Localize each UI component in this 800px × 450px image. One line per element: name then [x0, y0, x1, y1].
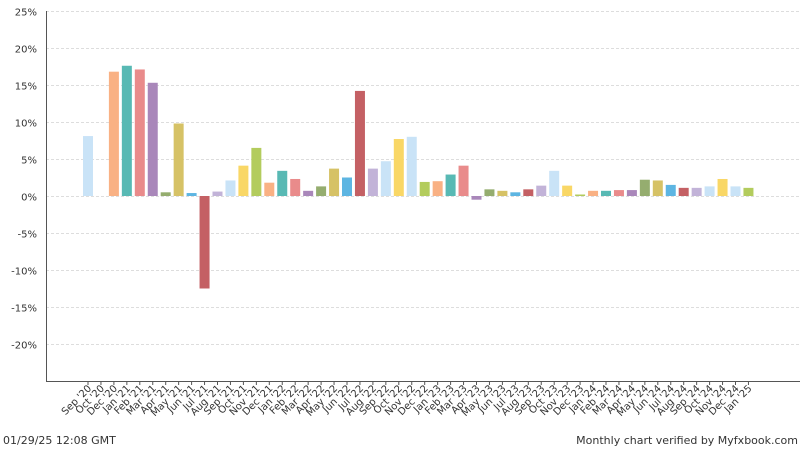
bar [290, 178, 301, 196]
bar [510, 192, 521, 196]
bar [601, 190, 611, 196]
bar [484, 189, 495, 196]
bar [134, 69, 145, 196]
bar [108, 71, 119, 196]
bar [588, 190, 599, 196]
bar [575, 194, 586, 196]
bar [251, 147, 262, 196]
bar [536, 185, 547, 196]
bar [277, 170, 288, 196]
bar [316, 186, 327, 196]
y-tick-labels: -20% -15% -10% -5% 0% 5% 10% 15% 20% 25% [11, 8, 37, 352]
bar [303, 190, 314, 196]
bar [458, 165, 469, 196]
y-tick-label: 0% [21, 193, 37, 204]
bar [665, 184, 676, 196]
bar [730, 186, 741, 196]
bar [212, 191, 223, 196]
bar [173, 123, 184, 196]
bar [342, 177, 352, 196]
y-tick-label: -20% [11, 341, 37, 352]
bar [652, 180, 663, 196]
y-tick-label: 20% [15, 45, 37, 56]
bar [367, 168, 378, 196]
bar [562, 185, 573, 196]
bar [329, 168, 340, 196]
bar [147, 82, 158, 196]
bar [186, 193, 197, 196]
bar [121, 65, 132, 196]
bar [445, 174, 456, 196]
y-tick-label: -5% [18, 230, 37, 241]
bar [393, 139, 404, 196]
bar [432, 181, 443, 196]
bar [704, 186, 715, 196]
bar [406, 136, 417, 196]
bar [264, 182, 275, 196]
bar [160, 192, 171, 196]
bars [83, 65, 754, 289]
bar [471, 196, 482, 200]
gridlines [46, 11, 800, 345]
bar [743, 187, 754, 196]
bar [678, 187, 689, 196]
y-tick-label: 15% [15, 82, 37, 93]
bar [199, 196, 210, 289]
bar [238, 165, 249, 196]
y-tick-label: 25% [15, 8, 37, 19]
bar [523, 189, 534, 196]
bar [497, 190, 508, 196]
bar [419, 181, 430, 196]
bar [717, 178, 728, 196]
timestamp-text: 01/29/25 12:08 GMT [3, 434, 116, 447]
y-tick-label: -15% [11, 304, 37, 315]
bar [380, 161, 391, 196]
bar [549, 170, 560, 196]
axes [46, 11, 800, 385]
verified-by-text: Monthly chart verified by Myfxbook.com [576, 434, 798, 447]
bar [613, 190, 624, 196]
bar [354, 90, 365, 196]
bar [626, 190, 637, 196]
y-tick-label: 10% [15, 119, 37, 130]
bar [83, 136, 93, 196]
y-tick-label: 5% [21, 156, 37, 167]
bar [639, 179, 650, 196]
bar [691, 187, 702, 196]
bar [225, 180, 236, 196]
y-tick-label: -10% [11, 267, 37, 278]
